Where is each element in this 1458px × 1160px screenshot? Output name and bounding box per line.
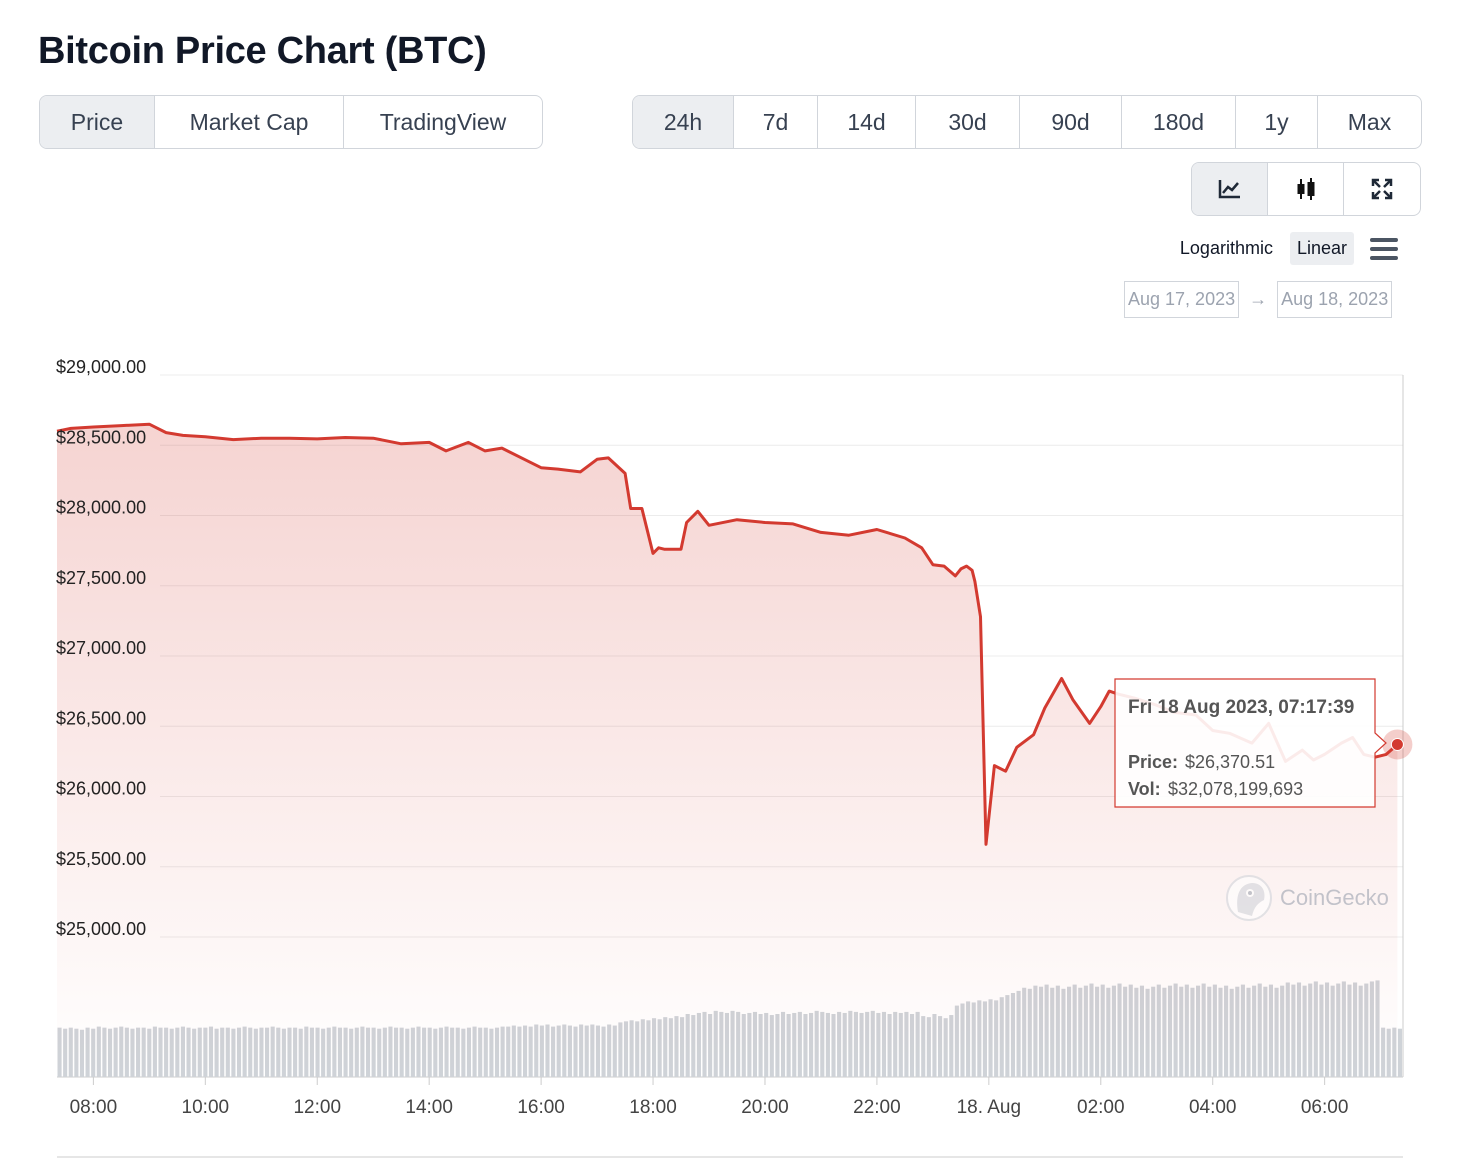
y-tick-label: $25,500.00 (56, 849, 146, 869)
range-90d-button[interactable]: 90d (1020, 96, 1122, 148)
hamburger-menu-icon[interactable] (1370, 237, 1398, 260)
y-tick-label: $26,000.00 (56, 779, 146, 799)
tab-price[interactable]: Price (40, 96, 155, 148)
x-tick-label: 08:00 (70, 1097, 118, 1118)
hover-marker (1382, 729, 1413, 760)
tooltip-price-value: $26,370.51 (1185, 752, 1275, 772)
x-tick-label: 12:00 (293, 1097, 341, 1118)
candlestick-icon (1297, 178, 1314, 200)
date-from-input[interactable]: Aug 17, 2023 (1124, 281, 1240, 318)
arrow-right-icon: → (1249, 289, 1268, 309)
price-chart[interactable]: $29,000.00 $28,500.00 $28,000.00 $27,500.00… (0, 340, 1458, 1160)
y-tick-label: $28,000.00 (56, 498, 146, 518)
time-range-selector: 24h 7d 14d 30d 90d 180d 1y Max (632, 95, 1422, 149)
tooltip-price-label: Price: (1128, 752, 1178, 772)
coingecko-watermark: CoinGecko (1226, 875, 1389, 921)
hover-point (1390, 737, 1404, 751)
volume-bar (1397, 1028, 1402, 1077)
y-tick-label: $29,000.00 (56, 357, 146, 377)
watermark-text: CoinGecko (1280, 885, 1389, 910)
tab-tradingview[interactable]: TradingView (379, 108, 507, 135)
date-to-input[interactable]: Aug 18, 2023 (1277, 281, 1393, 318)
x-tick-label: 20:00 (741, 1097, 789, 1118)
x-tick-label: 18:00 (629, 1097, 677, 1118)
x-tick-label: 18. Aug (957, 1097, 1021, 1118)
x-tick-label: 04:00 (1189, 1097, 1237, 1118)
fullscreen-icon (1371, 178, 1393, 200)
date-range: Aug 17, 2023 → Aug 18, 2023 (1124, 281, 1393, 318)
y-tick-label: $26,500.00 (56, 708, 146, 728)
range-30d-button[interactable]: 30d (916, 96, 1020, 148)
x-tick-label: 06:00 (1301, 1097, 1349, 1118)
range-14d-button[interactable]: 14d (818, 96, 916, 148)
line-chart-button[interactable] (1192, 163, 1268, 215)
y-tick-label: $25,000.00 (56, 919, 146, 939)
y-axis: $29,000.00 $28,500.00 $28,000.00 $27,500.00… (56, 357, 146, 939)
range-1y-button[interactable]: 1y (1236, 96, 1318, 148)
page-title: Bitcoin Price Chart (BTC) (38, 30, 487, 72)
linear-scale-option[interactable]: Linear (1289, 232, 1354, 265)
tooltip-vol-label: Vol: (1128, 779, 1161, 799)
logarithmic-scale-option[interactable]: Logarithmic (1179, 238, 1273, 258)
line-chart-icon (1218, 180, 1240, 199)
candlestick-button[interactable] (1268, 163, 1344, 215)
x-tick-label: 16:00 (517, 1097, 565, 1118)
range-180d-button[interactable]: 180d (1122, 96, 1236, 148)
x-tick-label: 22:00 (853, 1097, 901, 1118)
tab-market-cap[interactable]: Market Cap (155, 96, 344, 148)
scale-toggle: Logarithmic Linear (1173, 232, 1398, 265)
y-tick-label: $27,500.00 (56, 568, 146, 588)
price-area-fill (57, 424, 1398, 1077)
range-7d-button[interactable]: 7d (734, 96, 818, 148)
tooltip: Fri 18 Aug 2023, 07:17:39 Price: $26,370… (1114, 678, 1387, 808)
range-max-button[interactable]: Max (1347, 108, 1392, 135)
tooltip-date: Fri 18 Aug 2023, 07:17:39 (1128, 697, 1354, 718)
tooltip-vol-value: $32,078,199,693 (1168, 779, 1303, 799)
x-tick-label: 14:00 (405, 1097, 453, 1118)
chart-type-tabs: Price Market Cap TradingView (39, 95, 543, 149)
x-tick-label: 10:00 (182, 1097, 230, 1118)
chart-tools (1191, 162, 1421, 216)
y-tick-label: $27,000.00 (56, 638, 146, 658)
y-tick-label: $28,500.00 (56, 427, 146, 447)
x-axis: 08:00 10:00 12:00 14:00 16:00 18:00 20:00 22:00… (70, 1077, 1349, 1118)
fullscreen-button[interactable] (1344, 163, 1420, 215)
x-tick-label: 02:00 (1077, 1097, 1125, 1118)
range-24h-button[interactable]: 24h (633, 96, 734, 148)
